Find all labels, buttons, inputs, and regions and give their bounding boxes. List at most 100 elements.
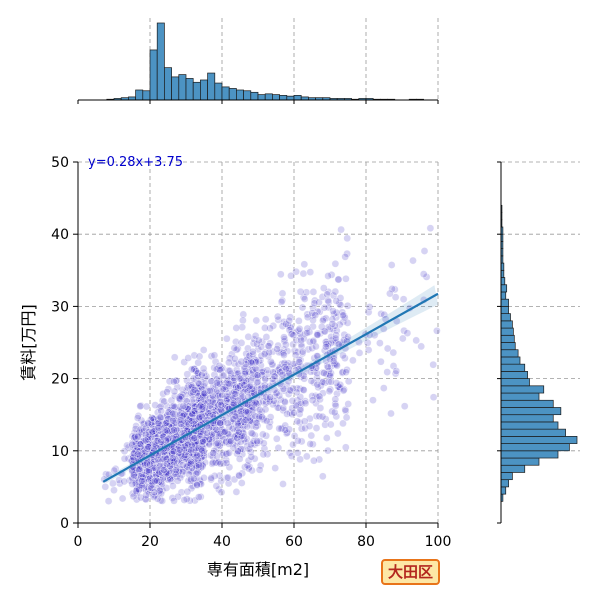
- scatter-point: [273, 312, 282, 321]
- scatter-point: [228, 350, 236, 359]
- top-hist-bar: [250, 91, 259, 101]
- right-hist-bar: [500, 464, 526, 473]
- scatter-point: [247, 403, 256, 411]
- scatter-point: [289, 331, 298, 340]
- y-tick-label: 50: [51, 155, 69, 171]
- scatter-point: [309, 337, 318, 345]
- scatter-point: [320, 369, 328, 377]
- scatter-point: [272, 434, 281, 443]
- scatter-point: [183, 383, 192, 392]
- scatter-point: [200, 473, 208, 482]
- scatter-point: [320, 303, 329, 312]
- scatter-point: [299, 386, 308, 394]
- scatter-point: [319, 284, 328, 292]
- scatter-point: [332, 412, 341, 421]
- scatter-point: [383, 344, 392, 353]
- y-tick-label: 0: [60, 516, 69, 532]
- scatter-point: [129, 470, 138, 479]
- scatter-point: [247, 453, 256, 461]
- scatter-point: [207, 377, 215, 385]
- top-hist-bar: [178, 74, 187, 101]
- scatter-point: [343, 365, 351, 374]
- scatter-point: [331, 395, 340, 404]
- scatter-point: [342, 368, 350, 377]
- scatter-point: [288, 410, 296, 419]
- scatter-point: [241, 368, 250, 376]
- scatter-point: [319, 316, 327, 325]
- scatter-point: [300, 374, 309, 383]
- scatter-point: [327, 377, 336, 386]
- scatter-point: [137, 477, 146, 485]
- top-hist-bar: [257, 94, 266, 101]
- scatter-point: [324, 272, 332, 280]
- scatter-point: [309, 322, 317, 331]
- scatter-point: [420, 247, 429, 255]
- right-hist-bar: [500, 334, 515, 343]
- scatter-point: [120, 477, 128, 486]
- scatter-point: [170, 496, 178, 505]
- scatter-point: [312, 342, 320, 351]
- scatter-point: [261, 405, 270, 414]
- scatter-point: [297, 336, 306, 345]
- scatter-point: [159, 389, 167, 398]
- scatter-point: [300, 295, 309, 303]
- scatter-point: [156, 418, 165, 426]
- scatter-point: [232, 324, 241, 332]
- scatter-point: [336, 381, 345, 389]
- scatter-point: [162, 484, 171, 492]
- scatter-point: [104, 497, 113, 505]
- scatter-point: [281, 426, 290, 434]
- scatter-point: [153, 494, 162, 503]
- scatter-point: [186, 459, 195, 468]
- y-tick-label: 30: [51, 299, 69, 315]
- scatter-point: [240, 381, 248, 390]
- scatter-point: [288, 404, 297, 413]
- scatter-point: [309, 288, 318, 296]
- scatter-point: [197, 480, 205, 488]
- scatter-point: [217, 488, 226, 497]
- scatter-point: [209, 449, 217, 457]
- top-hist-bar: [279, 95, 288, 101]
- scatter-point: [308, 396, 317, 405]
- scatter-point: [131, 425, 140, 433]
- scatter-point: [279, 404, 288, 412]
- scatter-point: [256, 461, 265, 470]
- scatter-point: [265, 422, 274, 431]
- scatter-point: [237, 357, 246, 366]
- scatter-points: [100, 224, 441, 505]
- scatter-point: [284, 321, 292, 330]
- scatter-point: [120, 454, 129, 463]
- scatter-point: [295, 317, 303, 325]
- scatter-point: [355, 349, 364, 357]
- scatter-point: [235, 471, 243, 480]
- scatter-point: [383, 368, 392, 376]
- scatter-point: [365, 303, 374, 311]
- scatter-point: [270, 372, 279, 381]
- scatter-point: [184, 354, 192, 362]
- scatter-point: [312, 424, 321, 432]
- scatter-point: [310, 299, 319, 308]
- scatter-point: [165, 377, 174, 386]
- scatter-point: [256, 356, 265, 365]
- scatter-point: [269, 321, 278, 330]
- right-hist-bar: [500, 436, 578, 444]
- scatter-point: [253, 371, 262, 380]
- scatter-point: [298, 303, 307, 312]
- scatter-point: [155, 403, 164, 412]
- scatter-point: [194, 369, 202, 377]
- right-hist-bar: [500, 399, 554, 408]
- scatter-point: [266, 393, 274, 402]
- scatter-point: [256, 437, 264, 445]
- scatter-point: [298, 347, 307, 356]
- scatter-point: [376, 339, 384, 347]
- scatter-point: [321, 415, 330, 423]
- right-hist-bar: [500, 342, 516, 351]
- scatter-point: [303, 329, 312, 337]
- scatter-point: [306, 367, 315, 376]
- scatter-point: [235, 455, 244, 463]
- scatter-point: [259, 450, 268, 459]
- x-tick-label: 0: [74, 534, 83, 550]
- top-hist-bar: [293, 95, 302, 101]
- scatter-point: [195, 352, 204, 361]
